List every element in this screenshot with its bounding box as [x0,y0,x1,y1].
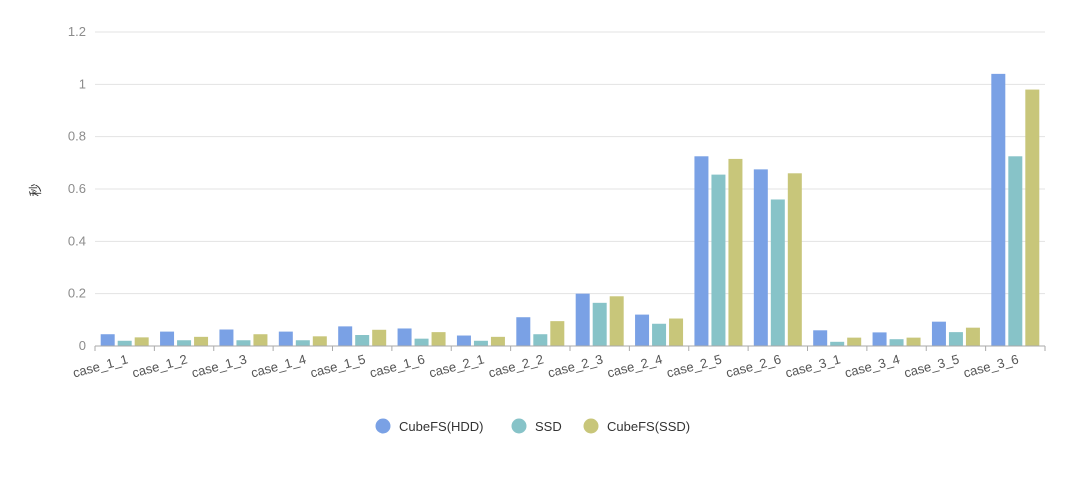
legend-label: SSD [535,419,562,434]
x-tick-label: case_3_5 [902,351,960,380]
bar[interactable] [728,158,743,346]
legend-marker [511,418,527,434]
bar[interactable] [456,335,471,346]
bar[interactable] [813,330,828,346]
bar[interactable] [830,341,845,346]
x-tick-label: case_3_4 [843,351,901,380]
legend-label: CubeFS(SSD) [607,419,690,434]
bar[interactable] [770,199,785,346]
legend-item[interactable]: CubeFS(HDD) [375,418,484,435]
bar[interactable] [872,332,887,346]
bar[interactable] [753,169,768,346]
y-axis-ticks: 0 0.2 0.4 0.6 0.8 1 1.2 [68,24,86,353]
bar[interactable] [669,318,684,346]
bar[interactable] [236,340,251,346]
bar[interactable] [609,296,624,346]
bar[interactable] [1025,89,1040,346]
x-tick-label: case_2_2 [487,351,545,380]
x-tick-label: case_2_3 [546,351,604,380]
y-tick-label: 1.2 [68,24,86,39]
legend-marker [375,418,391,434]
x-axis-ticks: case_1_1 case_1_2 case_1_3 case_1_4 case_1_5… [71,351,1020,380]
bar[interactable] [550,321,565,346]
bar[interactable] [965,327,980,346]
x-tick-label: case_3_6 [962,351,1020,380]
x-tick-label: case_1_1 [71,351,129,380]
legend-label: CubeFS(HDD) [399,419,484,434]
bar[interactable] [253,334,268,346]
bars [100,73,1040,347]
grid-lines [95,31,1045,295]
y-tick-label: 1 [79,76,86,91]
bar[interactable] [117,340,132,346]
x-tick-label: case_1_5 [309,351,367,380]
legend-item[interactable]: SSD [511,418,562,435]
y-tick-label: 0.8 [68,129,86,144]
bar[interactable] [397,328,412,346]
x-tick-label: case_1_4 [249,351,307,380]
bar[interactable] [516,317,531,346]
bar[interactable] [931,321,946,346]
legend: CubeFS(HDD) SSD CubeFS(SSD) [375,418,691,435]
bar[interactable] [431,332,446,346]
bar[interactable] [338,326,353,347]
bar[interactable] [592,302,607,346]
bar[interactable] [991,73,1006,347]
x-tick-label: case_1_6 [368,351,426,380]
x-tick-label: case_2_1 [427,351,485,380]
x-tick-label: case_1_3 [190,351,248,380]
y-axis-label: 秒 [28,183,43,196]
bar[interactable] [694,156,709,346]
bar[interactable] [194,336,209,346]
bar[interactable] [635,314,650,346]
bar[interactable] [575,293,590,346]
bar[interactable] [414,338,429,346]
y-tick-label: 0.4 [68,233,86,248]
bar[interactable] [652,323,667,346]
x-tick-label: case_2_6 [724,351,782,380]
bar[interactable] [533,334,548,346]
bar[interactable] [490,336,505,346]
x-tick-label: case_3_1 [784,351,842,380]
bar[interactable] [787,173,802,346]
bar[interactable] [372,329,387,346]
bar[interactable] [889,339,904,346]
y-tick-label: 0.2 [68,286,86,301]
x-axis [94,345,1046,351]
x-tick-label: case_2_4 [605,351,663,380]
x-tick-label: case_1_2 [130,351,188,380]
bar[interactable] [177,340,192,346]
bar[interactable] [100,334,115,346]
bar[interactable] [355,335,370,346]
bar[interactable] [711,174,726,346]
bar[interactable] [134,337,149,346]
bar[interactable] [948,332,963,346]
legend-item[interactable]: CubeFS(SSD) [583,418,691,435]
y-tick-label: 0 [79,338,86,353]
bar[interactable] [160,331,175,346]
bar[interactable] [219,329,234,346]
y-tick-label: 0.6 [68,181,86,196]
x-tick-label: case_2_5 [665,351,723,380]
bar[interactable] [847,337,862,346]
bar[interactable] [906,337,921,346]
bar[interactable] [295,340,310,346]
bar[interactable] [278,331,293,346]
legend-marker [583,418,599,434]
bar[interactable] [312,336,327,346]
bar[interactable] [1008,156,1023,346]
bar[interactable] [473,340,488,346]
